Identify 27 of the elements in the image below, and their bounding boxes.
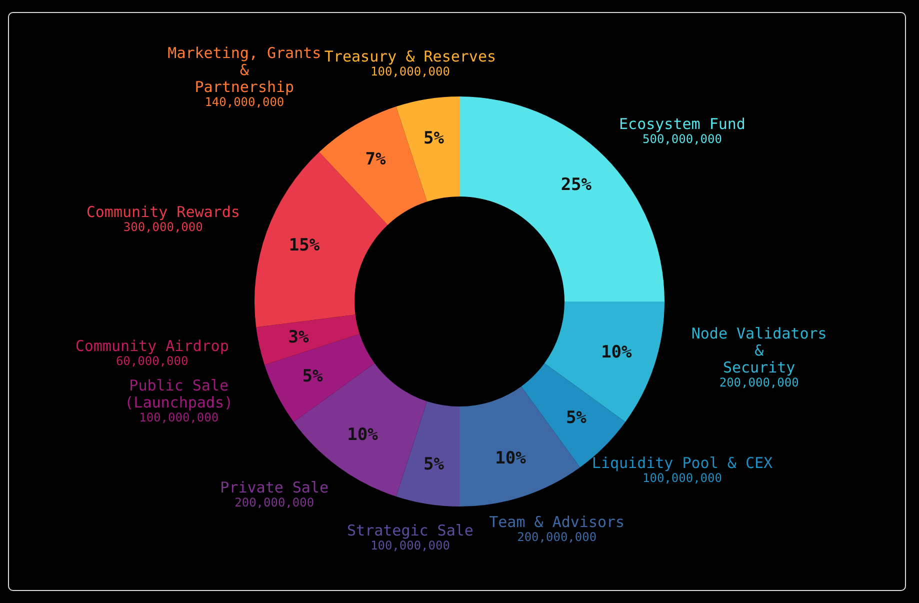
donut-slice bbox=[254, 152, 388, 328]
data-label: 10% bbox=[347, 424, 379, 445]
data-label: 3% bbox=[288, 327, 310, 348]
donut-slice bbox=[396, 401, 460, 506]
category-label: Public Sale (Launchpads) 100,000,000 bbox=[124, 376, 234, 424]
category-label: Liquidity Pool & CEX 100,000,000 bbox=[592, 454, 773, 486]
data-label: 10% bbox=[601, 342, 633, 362]
category-label: Community Rewards 300,000,000 bbox=[86, 203, 240, 234]
category-label: Marketing, Grants & Partnership 140,000,000 bbox=[168, 44, 322, 109]
donut-slice bbox=[544, 302, 664, 422]
category-label: Community Airdrop 60,000,000 bbox=[75, 336, 229, 368]
category-label: Treasury & Reserves 100,000,000 bbox=[324, 47, 496, 78]
data-label: 5% bbox=[423, 454, 445, 474]
data-label: 15% bbox=[288, 236, 320, 256]
data-label: 5% bbox=[566, 408, 588, 428]
data-label: 7% bbox=[365, 149, 386, 170]
data-label: 5% bbox=[302, 366, 324, 386]
category-label: Strategic Sale 100,000,000 bbox=[347, 522, 474, 553]
data-label: 5% bbox=[423, 128, 445, 149]
donut-slice bbox=[396, 96, 460, 202]
category-label: Node Validators & Security 200,000,000 bbox=[691, 324, 827, 390]
category-label: Team & Advisors 200,000,000 bbox=[489, 512, 625, 544]
donut-slice bbox=[256, 314, 360, 365]
category-label: Private Sale 200,000,000 bbox=[220, 478, 329, 510]
data-label: 25% bbox=[560, 174, 592, 195]
data-label: 10% bbox=[495, 448, 527, 468]
category-label: Ecosystem Fund 500,000,000 bbox=[619, 114, 746, 146]
